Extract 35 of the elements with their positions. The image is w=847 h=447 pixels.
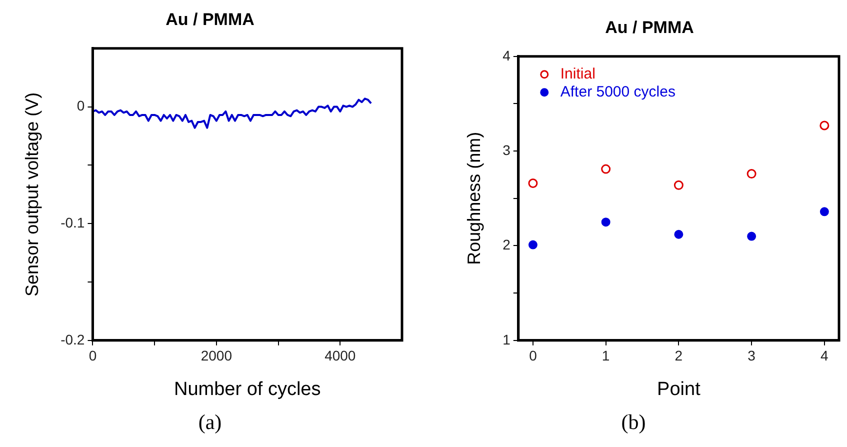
y-tick-label: 4 xyxy=(502,47,511,64)
x-tick-label: 4 xyxy=(820,348,829,364)
x-axis-title: Point xyxy=(657,378,702,400)
text: (b) xyxy=(620,410,647,435)
point xyxy=(601,218,610,227)
x-tick-label: 2 xyxy=(674,348,683,364)
point xyxy=(820,207,829,216)
point xyxy=(601,164,611,174)
point xyxy=(746,169,756,179)
y-tick-label: 3 xyxy=(502,142,511,158)
x-tick-label: 0 xyxy=(529,348,538,364)
point xyxy=(674,230,684,239)
legend-label: Initial xyxy=(560,66,596,83)
x-axis-title: Number of cycles xyxy=(174,378,321,400)
y-tick-label: -0.1 xyxy=(60,214,85,230)
y-axis-title: Sensor output voltage (V) xyxy=(22,92,42,296)
y-tick-label: 0 xyxy=(76,98,85,114)
x-tick-label: 1 xyxy=(602,348,610,364)
point xyxy=(528,178,538,188)
chart-title: Au / PMMA xyxy=(605,18,694,37)
point xyxy=(674,180,684,190)
x-tick-label: 2000 xyxy=(200,348,232,364)
x-tick-label: 0 xyxy=(88,348,97,364)
y-tick-label: -0.2 xyxy=(60,331,85,348)
y-tick-label: 2 xyxy=(502,236,511,253)
legend-label: After 5000 cycles xyxy=(560,84,676,101)
y-tick-label: 1 xyxy=(502,331,511,348)
x-tick-label: 4000 xyxy=(324,348,356,364)
x-tick-label: 3 xyxy=(748,348,756,364)
point xyxy=(747,232,756,241)
text: (a) xyxy=(197,410,223,435)
point xyxy=(820,120,830,130)
y-axis-title: Roughness (nm) xyxy=(464,132,484,265)
chart-title: Au / PMMA xyxy=(166,10,254,29)
point xyxy=(528,240,538,250)
